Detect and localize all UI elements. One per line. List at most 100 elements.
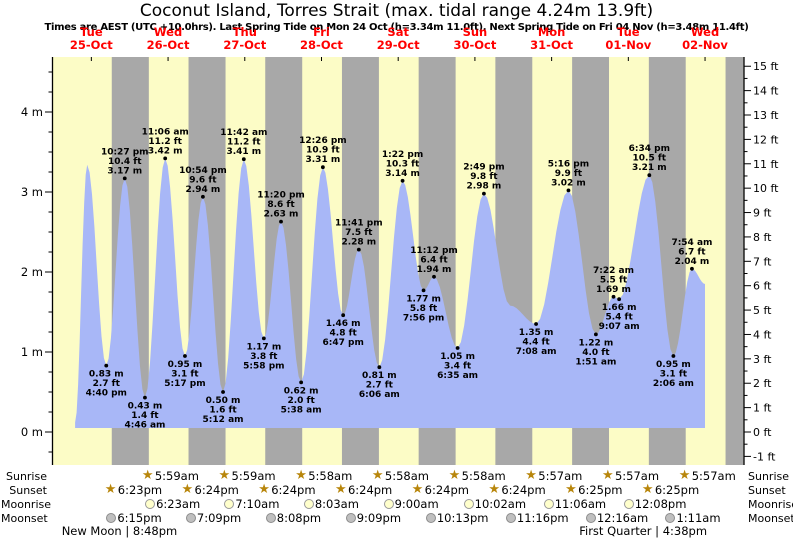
right-axis-tick-label: 2 ft [753,377,772,390]
high-tide-annotation: 11:41 pm 7.5 ft 2.28 m [335,219,383,248]
sunrise-star-icon: ★ [141,467,154,483]
moon-phase-note: First Quarter | 4:38pm [579,523,708,538]
high-tide-annotation: 7:22 am 5.5 ft 1.69 m [593,266,634,295]
tide-point-dot [377,365,382,370]
low-tide-annotation: 0.83 m 2.7 ft 4:40 pm [86,370,127,399]
right-axis-tick-label: 4 ft [753,328,772,341]
right-axis-tick-label: 9 ft [753,207,772,220]
tide-point-dot [421,288,426,293]
sunset-time: 6:24pm [501,483,546,497]
day-label-weekday: Wed [690,25,720,39]
moonrise-icon [463,499,474,509]
low-tide-annotation: 1.22 m 4.0 ft 1:51 am [575,338,616,367]
sunrise-time: 5:59am [154,468,199,483]
sunset-star-icon: ★ [181,482,194,497]
right-axis-tick-label: 7 ft [753,255,772,268]
right-axis-tick-label: -1 ft [753,450,776,463]
low-tide-annotation: 0.50 m 1.6 ft 5:12 am [203,396,244,425]
tide-point-dot [534,322,538,326]
day-label: Fri 28-Oct [283,26,359,52]
moonset-icon [425,513,436,523]
tide-point-dot [647,173,652,178]
right-axis-tick-label: 1 ft [753,402,772,415]
moon-phase-note: New Moon | 8:48pm [61,523,178,538]
right-axis-tick-label: 0 ft [753,426,772,439]
sunset-star-icon: ★ [641,482,654,497]
high-tide-annotation: 10:27 pm 10.4 ft 3.17 m [101,147,149,176]
sunrise-star-icon: ★ [448,467,461,483]
tide-point-dot [122,176,127,181]
tide-point-dot [143,395,147,400]
sunset-time: 6:24pm [271,483,316,497]
sunset-star-icon: ★ [411,482,424,497]
moonset-time: 10:13pm [436,511,489,525]
left-axis-tick-label: 4 m [21,105,43,119]
astro-row-label-sunrise-left: Sunrise [5,469,47,483]
day-label-date: 26-Oct [146,38,190,52]
moonrise-time: 7:10am [235,497,280,511]
tide-point-dot [221,390,225,394]
moonset-icon [505,513,516,523]
high-tide-annotation: 7:54 am 6.7 ft 2.04 m [671,238,712,267]
high-tide-annotation: 2:49 pm 9.8 ft 2.98 m [463,163,504,192]
low-tide-annotation: 1.35 m 4.4 ft 7:08 am [516,328,557,357]
sunrise-time: 5:59am [231,468,276,483]
day-label-date: 01-Nov [605,38,652,52]
tide-point-dot [241,157,246,162]
sunset-time: 6:25pm [578,483,623,497]
day-label-date: 30-Oct [453,38,497,52]
tide-point-dot [593,332,598,337]
moonset-icon [585,513,596,523]
sunrise-star-icon: ★ [525,467,537,483]
tide-point-dot [690,266,694,271]
low-tide-annotation: 0.62 m 2.0 ft 5:38 am [281,386,322,415]
moonset-time: 7:09pm [196,511,242,525]
sunset-time: 6:24pm [347,483,393,497]
moonrise-icon [623,499,634,509]
sunrise-star-icon: ★ [601,467,614,483]
right-axis-tick-label: 12 ft [753,133,779,146]
day-label-weekday: Wed [153,25,183,39]
day-label: Wed 02-Nov [667,26,743,52]
low-tide-annotation: 0.95 m 3.1 ft 2:06 am [653,360,694,389]
tide-point-dot [261,336,266,341]
sunrise-time: 5:58am [384,468,429,483]
right-axis-tick-label: 8 ft [753,231,772,244]
moonset-icon [106,513,117,523]
low-tide-annotation: 0.95 m 3.1 ft 5:17 pm [164,360,205,389]
tide-point-dot [566,188,571,193]
right-axis-tick-label: 5 ft [753,304,772,317]
moonrise-icon [303,499,314,509]
day-label-weekday: Sat [387,25,409,39]
moonrise-icon [543,499,554,509]
moonset-time: 12:16am [596,511,649,525]
moonrise-time: 6:23am [156,497,201,511]
tide-point-dot [341,313,346,318]
right-axis-tick-label: 6 ft [753,280,772,293]
astro-row-label-sunrise-right: Sunrise [748,469,790,483]
day-label: Tue 25-Oct [53,26,129,52]
tide-point-dot [617,297,622,302]
low-tide-annotation: 1.66 m 5.4 ft 9:07 am [599,303,640,332]
day-label-weekday: Thu [232,25,257,39]
sunrise-star-icon: ★ [678,467,691,483]
sunset-star-icon: ★ [565,482,577,497]
sunset-star-icon: ★ [488,482,501,497]
left-axis-tick-label: 3 m [21,185,43,199]
sunset-star-icon: ★ [258,482,270,497]
tide-point-dot [671,354,676,358]
high-tide-annotation: 6:34 pm 10.5 ft 3.21 m [629,144,670,173]
day-label-weekday: Mon [537,25,566,39]
tide-point-dot [201,194,205,199]
day-label-date: 31-Oct [530,38,574,52]
high-tide-annotation: 11:20 pm 8.6 ft 2.63 m [257,191,305,220]
high-tide-annotation: 1:22 pm 10.3 ft 3.14 m [382,150,423,179]
high-tide-annotation: 5:16 pm 9.9 ft 3.02 m [548,159,589,188]
sunrise-time: 5:58am [461,468,506,483]
sunrise-time: 5:58am [308,468,353,483]
moonrise-time: 12:08pm [634,497,687,511]
tide-point-dot [356,247,361,252]
sunset-time: 6:24pm [424,483,469,497]
astro-row-label-sunset-right: Sunset [748,484,786,497]
